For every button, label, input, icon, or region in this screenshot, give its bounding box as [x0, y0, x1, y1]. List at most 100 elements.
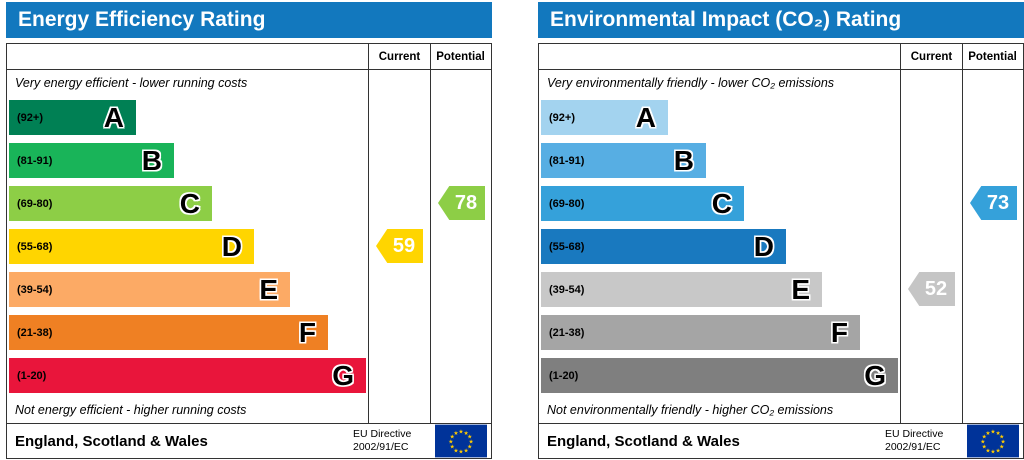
column-header-row: Current Potential	[539, 44, 1023, 70]
svg-text:★: ★	[458, 428, 463, 435]
footer-region-label: England, Scotland & Wales	[15, 432, 208, 450]
band-bar-g: (1-20) G	[9, 358, 366, 393]
co2-rating-table: Current Potential Very environmentally f…	[538, 43, 1024, 459]
band-letter: G	[332, 359, 354, 391]
band-range: (55-68)	[549, 240, 585, 253]
band-range: (92+)	[549, 111, 575, 124]
band-range: (1-20)	[549, 369, 579, 382]
svg-text:★: ★	[982, 444, 987, 451]
svg-text:★: ★	[464, 447, 469, 454]
svg-text:★: ★	[450, 444, 455, 451]
band-range: (21-38)	[549, 326, 585, 339]
svg-text:★: ★	[453, 430, 458, 437]
band-row-a: (92+) A	[7, 96, 491, 139]
potential-rating-marker: 78	[438, 186, 485, 220]
band-letter: A	[635, 101, 656, 133]
band-letter: F	[298, 316, 316, 348]
band-row-e: (39-54) E	[539, 268, 1023, 311]
band-range: (1-20)	[17, 369, 47, 382]
band-bar-e: (39-54) E	[9, 272, 290, 307]
co2-panel-title: Environmental Impact (CO₂) Rating	[538, 2, 1024, 38]
band-letter: D	[753, 230, 774, 262]
band-letter: C	[179, 187, 200, 219]
band-bar-c: (69-80) C	[9, 186, 212, 221]
energy-panel-title: Energy Efficiency Rating	[6, 2, 492, 38]
band-bar-e: (39-54) E	[541, 272, 822, 307]
band-row-d: (55-68) D	[7, 225, 491, 268]
band-letter: B	[673, 144, 694, 176]
svg-text:★: ★	[448, 439, 453, 446]
svg-text:★: ★	[450, 434, 455, 441]
band-row-g: (1-20) G	[539, 354, 1023, 397]
current-column-header: Current	[368, 44, 430, 69]
band-letter: D	[221, 230, 242, 262]
panel-footer: England, Scotland & Wales EU Directive 2…	[7, 423, 491, 458]
svg-text:★: ★	[996, 447, 1001, 454]
potential-column-header: Potential	[962, 44, 1022, 69]
band-range: (81-91)	[549, 154, 585, 167]
band-bar-d: (55-68) D	[541, 229, 786, 264]
band-row-d: (55-68) D	[539, 225, 1023, 268]
band-bar-b: (81-91) B	[541, 143, 706, 178]
band-letter: E	[259, 273, 278, 305]
potential-rating-marker: 73	[970, 186, 1017, 220]
band-letter: E	[791, 273, 810, 305]
band-range: (55-68)	[17, 240, 53, 253]
eu-flag-icon: ★ ★ ★ ★ ★ ★ ★ ★ ★ ★ ★ ★	[963, 424, 1023, 458]
panel-footer: England, Scotland & Wales EU Directive 2…	[539, 423, 1023, 458]
band-range: (92+)	[17, 111, 43, 124]
svg-text:★: ★	[982, 434, 987, 441]
band-bar-g: (1-20) G	[541, 358, 898, 393]
energy-rating-table: Current Potential Very energy efficient …	[6, 43, 492, 459]
svg-text:★: ★	[999, 444, 1004, 451]
top-note: Very environmentally friendly - lower CO…	[547, 76, 835, 90]
svg-text:★: ★	[999, 434, 1004, 441]
eu-directive-label: EU Directive 2002/91/EC	[353, 427, 412, 453]
band-letter: G	[864, 359, 886, 391]
current-column-header: Current	[900, 44, 962, 69]
eu-directive-label: EU Directive 2002/91/EC	[885, 427, 944, 453]
svg-text:★: ★	[985, 430, 990, 437]
band-range: (81-91)	[17, 154, 53, 167]
potential-column-header: Potential	[430, 44, 490, 69]
band-row-b: (81-91) B	[539, 139, 1023, 182]
current-rating-marker: 59	[376, 229, 423, 263]
top-note-row: Very environmentally friendly - lower CO…	[539, 70, 1023, 96]
svg-text:★: ★	[467, 444, 472, 451]
footer-region-label: England, Scotland & Wales	[547, 432, 740, 450]
energy-rating-panel: Energy Efficiency Rating Current Potenti…	[6, 2, 492, 459]
svg-text:★: ★	[1001, 439, 1006, 446]
band-bar-f: (21-38) F	[9, 315, 328, 350]
band-bar-a: (92+) A	[541, 100, 668, 135]
band-letter: A	[103, 101, 124, 133]
band-row-f: (21-38) F	[539, 311, 1023, 354]
svg-text:★: ★	[458, 449, 463, 456]
band-range: (39-54)	[549, 283, 585, 296]
band-range: (21-38)	[17, 326, 53, 339]
bottom-note-row: Not energy efficient - higher running co…	[7, 397, 491, 423]
band-row-a: (92+) A	[539, 96, 1023, 139]
band-bar-c: (69-80) C	[541, 186, 744, 221]
band-range: (39-54)	[17, 283, 53, 296]
co2-rating-panel: Environmental Impact (CO₂) Rating Curren…	[538, 2, 1024, 459]
band-bar-b: (81-91) B	[9, 143, 174, 178]
bottom-note-row: Not environmentally friendly - higher CO…	[539, 397, 1023, 423]
svg-text:★: ★	[990, 428, 995, 435]
band-range: (69-80)	[17, 197, 53, 210]
band-row-b: (81-91) B	[7, 139, 491, 182]
band-range: (69-80)	[549, 197, 585, 210]
column-header-row: Current Potential	[7, 44, 491, 70]
svg-text:★: ★	[469, 439, 474, 446]
band-row-c: (69-80) C	[7, 182, 491, 225]
svg-text:★: ★	[990, 449, 995, 456]
svg-text:★: ★	[980, 439, 985, 446]
band-bar-f: (21-38) F	[541, 315, 860, 350]
svg-text:★: ★	[464, 430, 469, 437]
band-letter: C	[711, 187, 732, 219]
band-bar-d: (55-68) D	[9, 229, 254, 264]
bottom-note: Not environmentally friendly - higher CO…	[547, 403, 834, 417]
band-row-e: (39-54) E	[7, 268, 491, 311]
top-note-row: Very energy efficient - lower running co…	[7, 70, 491, 96]
band-bar-a: (92+) A	[9, 100, 136, 135]
svg-text:★: ★	[996, 430, 1001, 437]
